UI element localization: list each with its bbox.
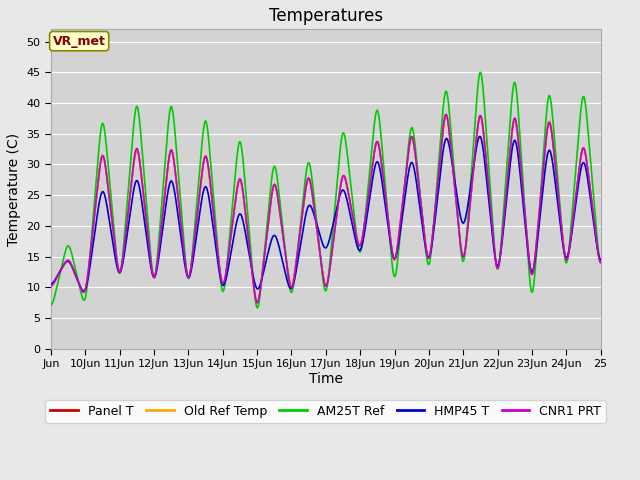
Legend: Panel T, Old Ref Temp, AM25T Ref, HMP45 T, CNR1 PRT: Panel T, Old Ref Temp, AM25T Ref, HMP45 … <box>45 400 606 423</box>
Text: VR_met: VR_met <box>52 35 106 48</box>
Y-axis label: Temperature (C): Temperature (C) <box>7 132 21 246</box>
Title: Temperatures: Temperatures <box>269 7 383 25</box>
X-axis label: Time: Time <box>309 372 343 386</box>
